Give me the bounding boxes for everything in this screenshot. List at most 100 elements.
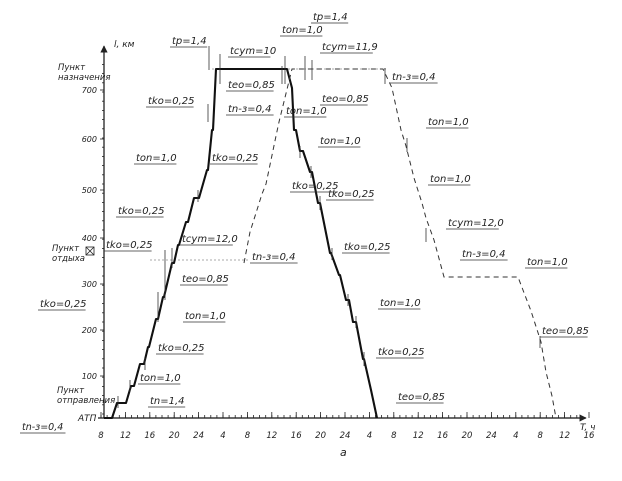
x-tick-label: 12 — [559, 431, 570, 441]
x-tick-label: 8 — [391, 431, 397, 441]
svg-text:ton=1,0: ton=1,0 — [286, 106, 327, 117]
svg-text:tcym=10: tcym=10 — [230, 46, 276, 57]
x-tick-label: 4 — [513, 431, 518, 441]
x-tick-label: 16 — [437, 431, 448, 441]
svg-text:tn-з=0,4: tn-з=0,4 — [462, 249, 505, 260]
x-axis-label: T, ч — [580, 423, 595, 433]
x-tick-label: 8 — [98, 431, 104, 441]
dimension-label: ton=1,0 — [138, 373, 181, 385]
y-axis-label: l, км — [114, 40, 135, 50]
x-tick-label: 20 — [169, 431, 180, 441]
dimension-label: teo=0,85 — [396, 392, 445, 404]
svg-text:tko=0,25: tko=0,25 — [378, 347, 424, 358]
svg-text:tko=0,25: tko=0,25 — [292, 181, 338, 192]
y-axis-ticks: 100 200 300 400 500 600 700 — [82, 64, 104, 415]
svg-text:ton=1,0: ton=1,0 — [136, 153, 177, 164]
x-tick-label: 8 — [537, 431, 543, 441]
dimension-label: ton=1,0 — [183, 311, 226, 323]
x-axis-ticks: 8 12 16 20 24 4 8 12 16 20 24 4 8 12 16 20 24 4 8 12 16 — [98, 412, 595, 441]
dimension-label: teo=0,85 — [320, 94, 369, 106]
y-tick-label: 300 — [82, 280, 97, 289]
dimension-label: teo=0,85 — [226, 80, 275, 92]
svg-text:tcym=12,0: tcym=12,0 — [182, 234, 238, 245]
svg-text:tko=0,25: tko=0,25 — [118, 206, 164, 217]
rest-point-label: Пункт отдыха — [52, 244, 85, 264]
dimension-label: tko=0,25 — [38, 299, 86, 311]
y-tick-label: 100 — [82, 372, 97, 381]
y-tick-label: 400 — [82, 234, 97, 243]
svg-text:teo=0,85: teo=0,85 — [398, 392, 445, 403]
dimension-label: tp=1,4 — [170, 36, 208, 48]
dimension-label: ton=1,0 — [318, 136, 361, 148]
x-tick-label: 12 — [266, 431, 277, 441]
y-tick-label: 200 — [82, 326, 97, 335]
destination-label: Пункт назначения — [58, 63, 111, 83]
svg-text:tko=0,25: tko=0,25 — [344, 242, 390, 253]
dimension-label: tko=0,25 — [376, 347, 424, 359]
x-tick-label: 24 — [486, 431, 497, 441]
dimension-label: tko=0,25 — [342, 242, 390, 254]
x-tick-label: 4 — [220, 431, 225, 441]
svg-text:tn=1,4: tn=1,4 — [150, 396, 185, 407]
dimension-label: ton=1,0 — [280, 25, 323, 37]
x-tick-label: 24 — [193, 431, 204, 441]
dimension-label: ton=1,0 — [378, 298, 421, 310]
x-tick-label: 16 — [144, 431, 155, 441]
dimension-label: tcym=12,0 — [446, 218, 504, 230]
svg-text:ton=1,0: ton=1,0 — [140, 373, 181, 384]
dimension-label: teo=0,85 — [180, 274, 229, 286]
svg-text:tn-з=0,4: tn-з=0,4 — [392, 72, 435, 83]
dimension-label: tp=1,4 — [311, 12, 349, 24]
y-tick-label: 500 — [82, 186, 97, 195]
x-tick-label: 16 — [291, 431, 302, 441]
dimension-label: tn-з=0,4 — [20, 422, 66, 434]
svg-text:ton=1,0: ton=1,0 — [380, 298, 421, 309]
svg-text:tko=0,25: tko=0,25 — [40, 299, 86, 310]
departure-label: Пункт отправления — [57, 386, 115, 406]
x-tick-label: 12 — [120, 431, 131, 441]
dimension-label: tko=0,25 — [210, 153, 258, 165]
dimension-label: ton=1,0 — [428, 174, 471, 186]
svg-text:tko=0,25: tko=0,25 — [106, 240, 152, 251]
svg-text:tko=0,25: tko=0,25 — [158, 343, 204, 354]
svg-text:tn-з=0,4: tn-з=0,4 — [228, 104, 271, 115]
svg-text:tp=1,4: tp=1,4 — [172, 36, 207, 47]
dimension-label: tn-з=0,4 — [226, 104, 274, 116]
svg-text:tko=0,25: tko=0,25 — [212, 153, 258, 164]
axes: 100 200 300 400 500 600 700 8 12 16 20 24 4 8 12 16 20 2… — [82, 40, 596, 441]
y-tick-label: 700 — [82, 86, 97, 95]
svg-text:tn-з=0,4: tn-з=0,4 — [22, 422, 63, 433]
x-tick-label: 20 — [462, 431, 473, 441]
stop-markers — [117, 46, 541, 408]
x-tick-label: 12 — [413, 431, 424, 441]
point-labels: Пункт назначения Пункт отдыха Пункт отправл… — [52, 63, 115, 424]
svg-text:ton=1,0: ton=1,0 — [185, 311, 226, 322]
dimension-label: tko=0,25 — [156, 343, 204, 355]
dimension-label: ton=1,0 — [284, 106, 327, 118]
svg-text:ton=1,0: ton=1,0 — [430, 174, 471, 185]
dimension-label: tcym=12,0 — [180, 234, 238, 246]
svg-text:ton=1,0: ton=1,0 — [320, 136, 361, 147]
svg-text:tcym=11,9: tcym=11,9 — [322, 42, 378, 53]
route-dashed-second — [243, 68, 557, 419]
svg-text:teo=0,85: teo=0,85 — [182, 274, 229, 285]
x-tick-label: 8 — [245, 431, 251, 441]
svg-text:teo=0,85: teo=0,85 — [322, 94, 369, 105]
atp-label: АТП — [77, 414, 97, 424]
svg-text:teo=0,85: teo=0,85 — [542, 326, 589, 337]
dimension-label: tko=0,25 — [104, 240, 152, 252]
svg-text:tcym=12,0: tcym=12,0 — [448, 218, 504, 229]
dimension-label: tn=1,4 — [148, 396, 186, 408]
dimension-label: tko=0,25 — [290, 181, 338, 193]
svg-text:ton=1,0: ton=1,0 — [282, 25, 323, 36]
x-tick-label: 4 — [367, 431, 372, 441]
dimension-label: tcym=11,9 — [320, 42, 378, 54]
dimension-label: tn-з=0,4 — [390, 72, 438, 84]
rest-point-marker — [85, 246, 95, 256]
svg-text:tko=0,25: tko=0,25 — [148, 96, 194, 107]
dimension-label: tko=0,25 — [146, 96, 194, 108]
svg-text:ton=1,0: ton=1,0 — [527, 257, 568, 268]
dimension-label: tko=0,25 — [116, 206, 164, 218]
dimension-label: ton=1,0 — [426, 117, 469, 129]
